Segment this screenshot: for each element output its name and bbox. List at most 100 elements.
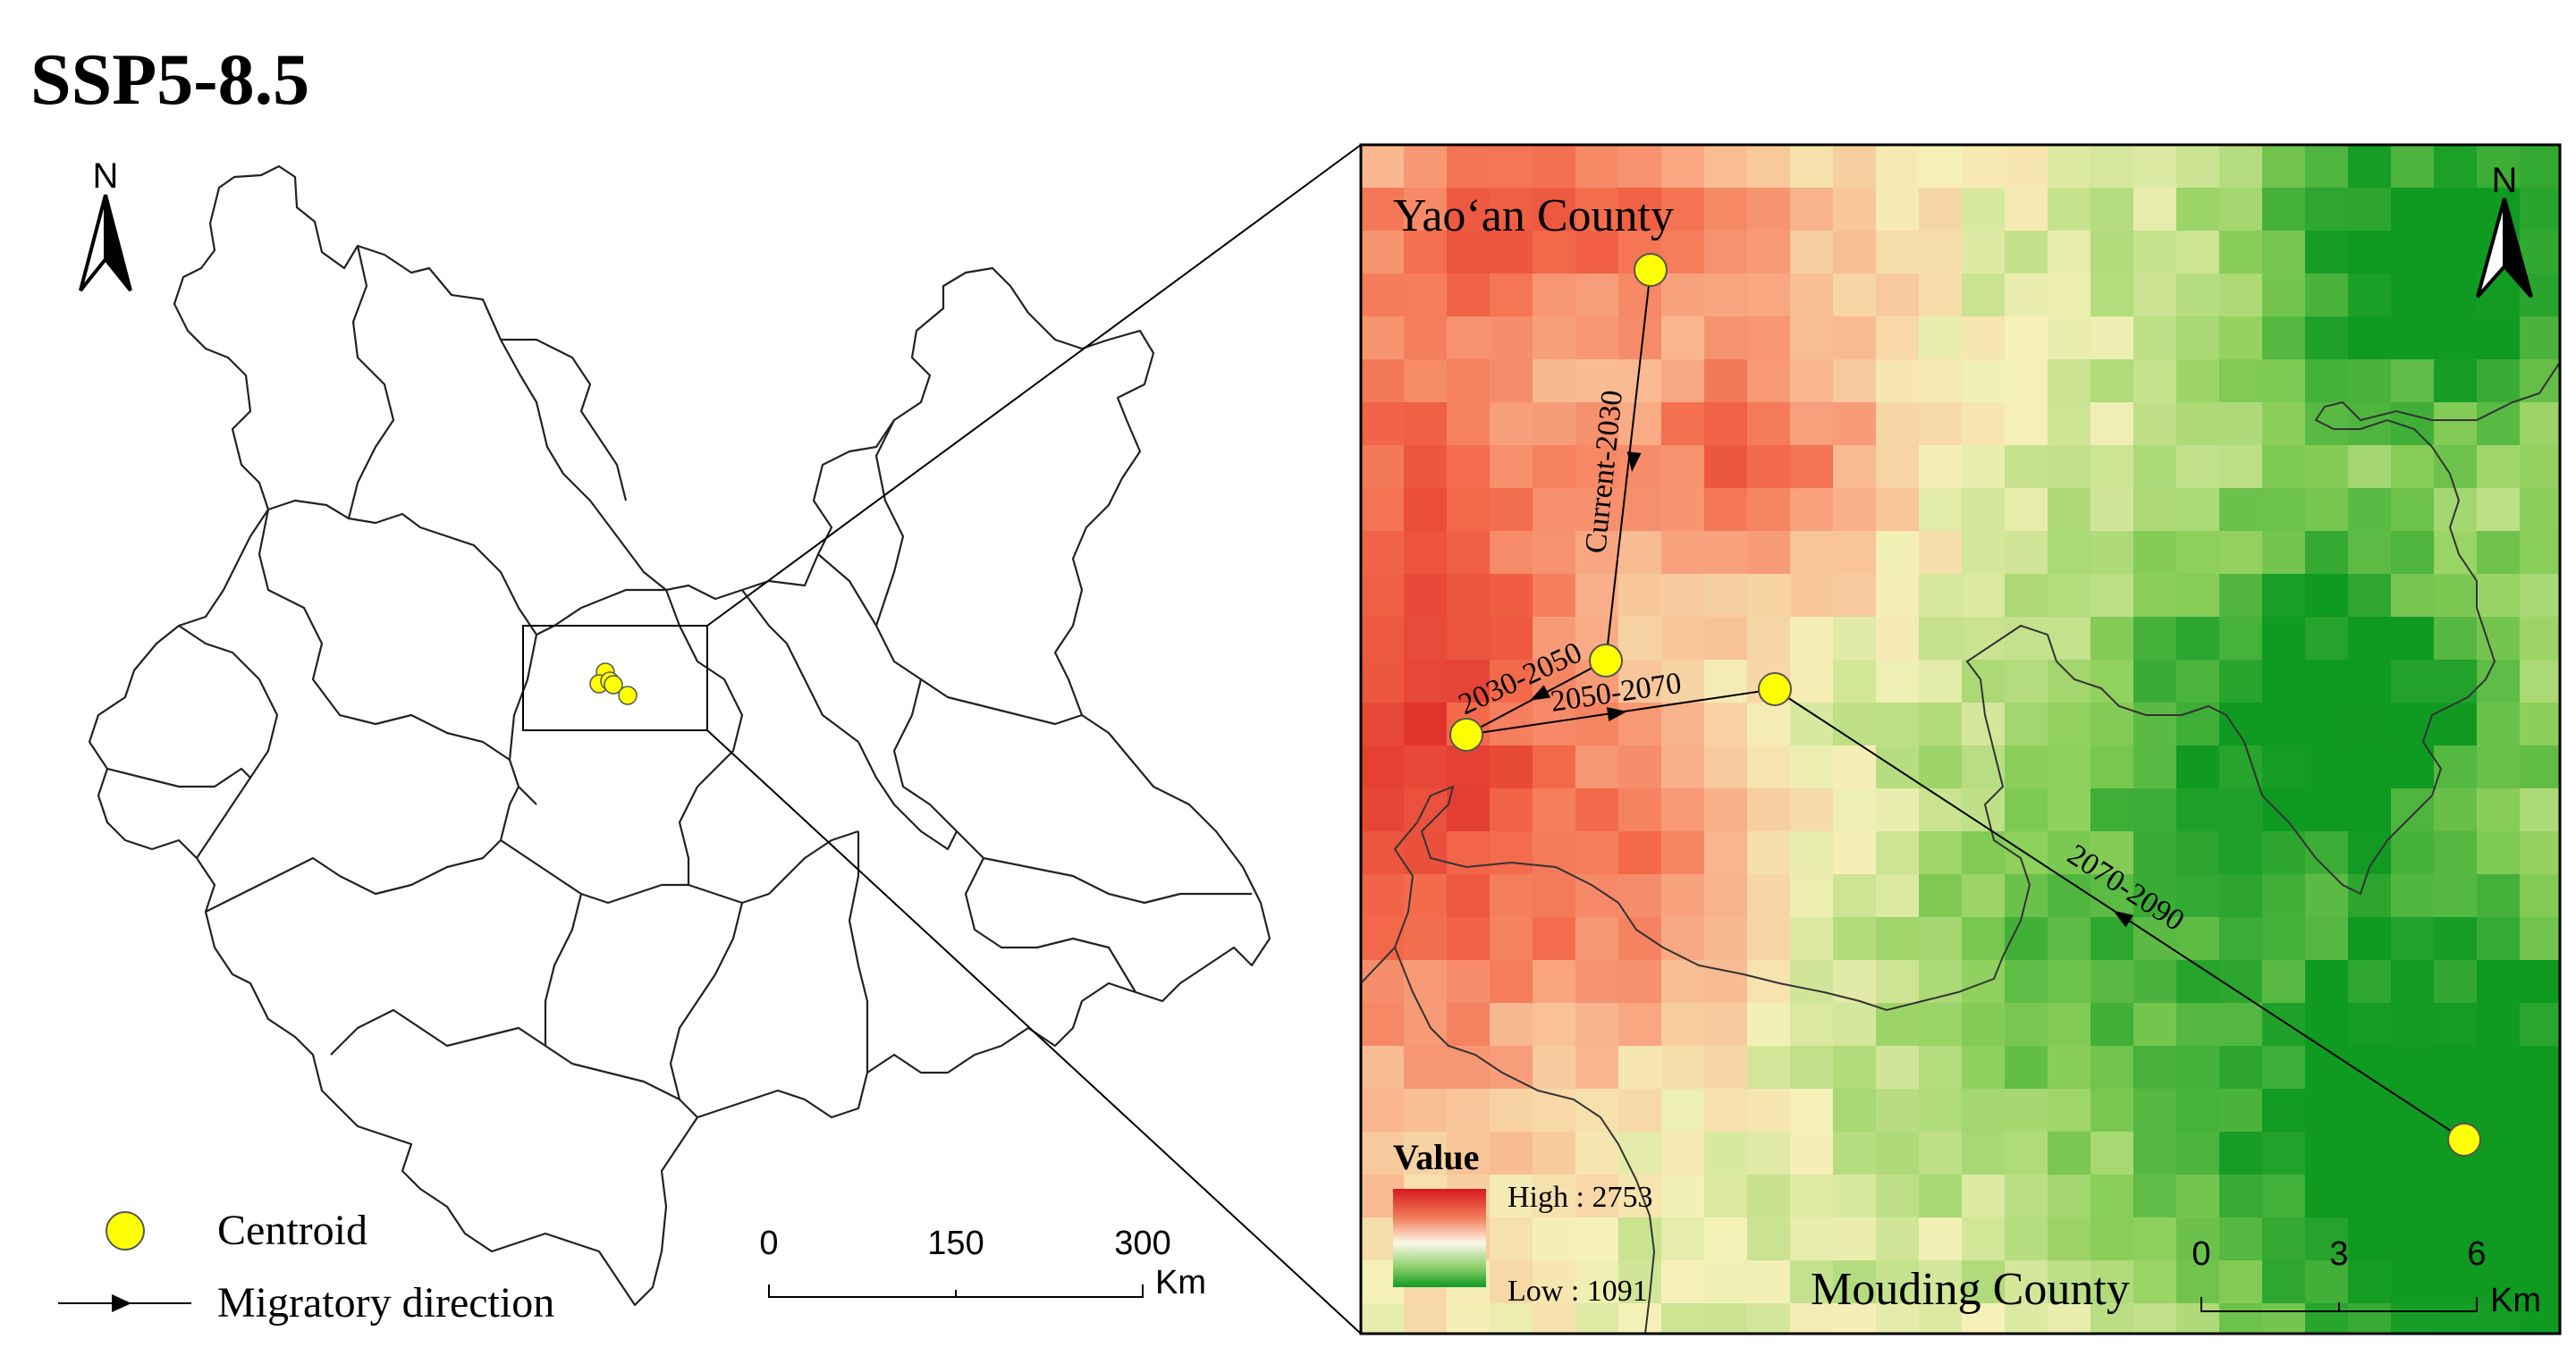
raster-cell — [1747, 745, 1791, 789]
raster-cell — [2391, 488, 2435, 532]
raster-cell — [2176, 788, 2220, 832]
raster-cell — [2133, 1003, 2177, 1047]
raster-cell — [2133, 574, 2177, 618]
raster-cell — [1490, 445, 1533, 489]
raster-cell — [1447, 917, 1491, 961]
raster-cell — [1447, 660, 1491, 703]
raster-cell — [2176, 1303, 2220, 1334]
raster-cell — [1747, 703, 1791, 746]
raster-cell — [2262, 1046, 2306, 1090]
raster-cell — [2005, 145, 2048, 189]
raster-cell — [2434, 1046, 2478, 1090]
raster-cell — [2048, 1003, 2091, 1047]
raster-cell — [1747, 788, 1791, 832]
raster-cell — [2391, 831, 2435, 875]
raster-cell — [2219, 745, 2263, 789]
boundary-s6 — [544, 893, 583, 1046]
raster-cell — [1833, 745, 1877, 789]
raster-cell — [2219, 445, 2263, 489]
boundary-s7 — [669, 902, 744, 1100]
raster-cell — [1533, 274, 1576, 317]
raster-cell — [2219, 1003, 2263, 1047]
raster-cell — [2090, 745, 2134, 789]
raster-cell — [2176, 660, 2220, 703]
raster-cell — [1361, 574, 1405, 618]
raster-cell — [1404, 231, 1448, 274]
raster-cell — [1876, 1003, 1920, 1047]
raster-cell — [2048, 788, 2091, 832]
raster-cell — [1962, 574, 2006, 618]
raster-cell — [1533, 402, 1576, 446]
raster-cell — [1361, 703, 1405, 746]
raster-cell — [1404, 445, 1448, 489]
raster-cell — [1575, 1175, 1619, 1218]
raster-cell — [2262, 359, 2306, 403]
raster-cell — [2305, 231, 2349, 274]
raster-cell — [1404, 1046, 1448, 1090]
raster-cell — [2520, 1260, 2560, 1304]
raster-cell — [1533, 574, 1576, 618]
raster-cell — [2048, 531, 2091, 575]
raster-cell — [1919, 1132, 1963, 1175]
raster-cell — [2133, 274, 2177, 317]
raster-cell — [2477, 703, 2521, 746]
raster-cell — [2391, 745, 2435, 789]
raster-cell — [2434, 660, 2478, 703]
raster-cell — [2176, 402, 2220, 446]
raster-cell — [1962, 445, 2006, 489]
raster-cell — [1575, 1089, 1619, 1133]
raster-cell — [2090, 788, 2134, 832]
raster-cell — [2176, 1175, 2220, 1218]
raster-cell — [1533, 445, 1576, 489]
raster-cell — [2520, 531, 2560, 575]
migration-arrowhead — [1529, 685, 1551, 701]
raster-cell — [1919, 745, 1963, 789]
raster-cell — [2048, 231, 2091, 274]
raster-cell — [2133, 1175, 2177, 1218]
raster-cell — [2176, 359, 2220, 403]
raster-cell — [2048, 574, 2091, 618]
raster-cell — [1876, 445, 1920, 489]
raster-cell — [1704, 188, 1748, 232]
raster-cell — [2090, 1175, 2134, 1218]
raster-cell — [2348, 1217, 2392, 1261]
raster-cell — [1490, 1089, 1533, 1133]
raster-cell — [2133, 703, 2177, 746]
raster-cell — [2391, 1132, 2435, 1175]
raster-cell — [2391, 874, 2435, 918]
raster-cell — [1704, 617, 1748, 661]
raster-cell — [1747, 917, 1791, 961]
raster-cell — [1790, 231, 1834, 274]
raster-cell — [2262, 531, 2306, 575]
raster-cell — [1790, 874, 1834, 918]
raster-cell — [1919, 188, 1963, 232]
raster-cell — [1790, 445, 1834, 489]
raster-cell — [1661, 574, 1705, 618]
detail-raster-map — [1361, 145, 2560, 1334]
raster-cell — [1704, 831, 1748, 875]
raster-cell — [1661, 316, 1705, 360]
raster-cell — [2176, 274, 2220, 317]
raster-cell — [1704, 1003, 1748, 1047]
raster-cell — [2348, 188, 2392, 232]
raster-cell — [2005, 788, 2048, 832]
raster-cell — [2477, 1217, 2521, 1261]
raster-cell — [1533, 488, 1576, 532]
raster-cell — [2305, 745, 2349, 789]
north-arrow-left-half — [79, 194, 107, 292]
raster-cell — [2219, 1217, 2263, 1261]
raster-cell — [2305, 488, 2349, 532]
figure-title: SSP5-8.5 — [30, 38, 309, 120]
raster-cell — [1533, 1303, 1576, 1334]
raster-cell — [1704, 488, 1748, 532]
raster-cell — [2520, 1217, 2560, 1261]
raster-cell — [2348, 488, 2392, 532]
raster-cell — [1361, 445, 1405, 489]
raster-cell — [2305, 531, 2349, 575]
raster-cell — [1404, 1003, 1448, 1047]
raster-cell — [1790, 359, 1834, 403]
legend-centroid-symbol — [106, 1211, 145, 1251]
raster-cell — [1919, 874, 1963, 918]
raster-cell — [2477, 1132, 2521, 1175]
raster-cell — [2090, 316, 2134, 360]
